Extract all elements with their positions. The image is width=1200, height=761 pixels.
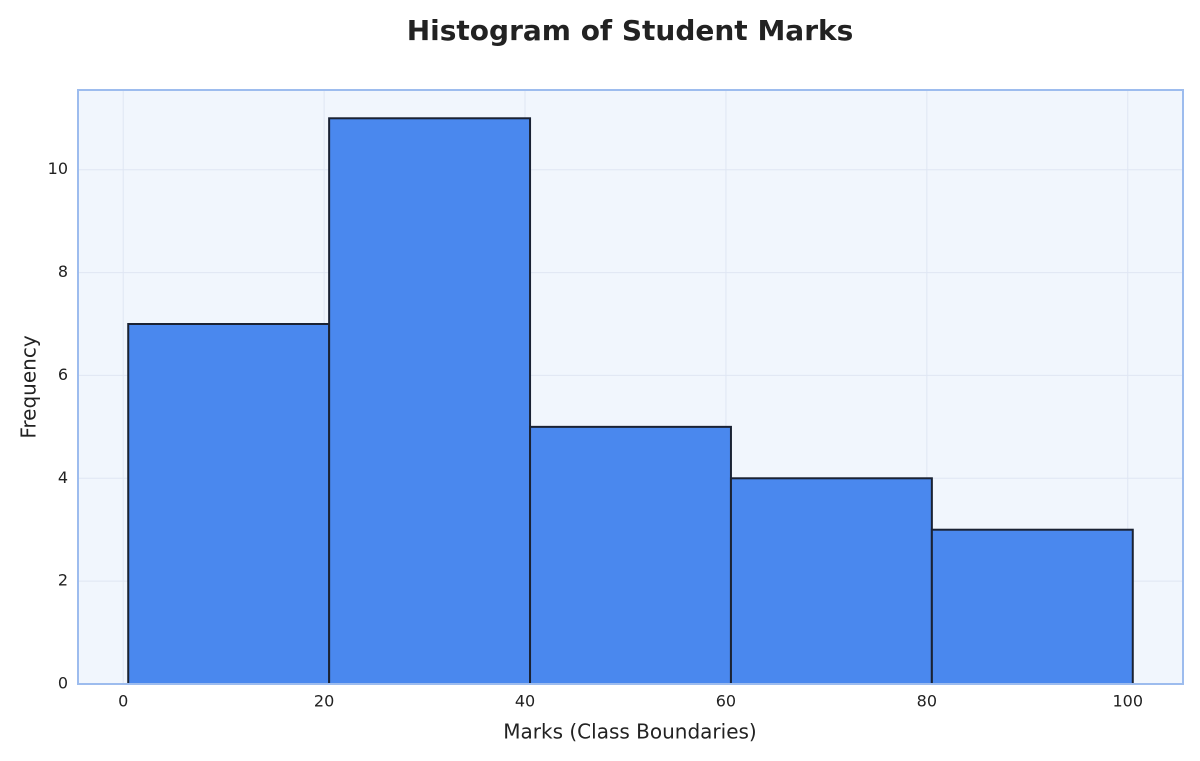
chart-title: Histogram of Student Marks [407,14,854,47]
x-tick-label: 0 [118,692,128,711]
bar [930,528,1134,686]
y-tick-label: 0 [58,674,68,693]
bar [529,425,732,685]
x-tick-label: 80 [917,692,937,711]
y-tick-label: 10 [48,159,68,178]
bar [729,477,933,685]
bar [127,323,331,685]
x-tick-label: 40 [515,692,535,711]
x-tick-label: 20 [314,692,334,711]
y-tick-label: 4 [58,468,68,487]
bar [328,117,532,686]
x-tick-label: 100 [1112,692,1143,711]
x-tick-label: 60 [716,692,736,711]
x-axis-label: Marks (Class Boundaries) [503,720,756,744]
y-tick-label: 8 [58,262,68,281]
y-tick-label: 2 [58,571,68,590]
y-axis-label: Frequency [17,335,41,438]
y-tick-label: 6 [58,365,68,384]
plot-border [77,89,1184,685]
